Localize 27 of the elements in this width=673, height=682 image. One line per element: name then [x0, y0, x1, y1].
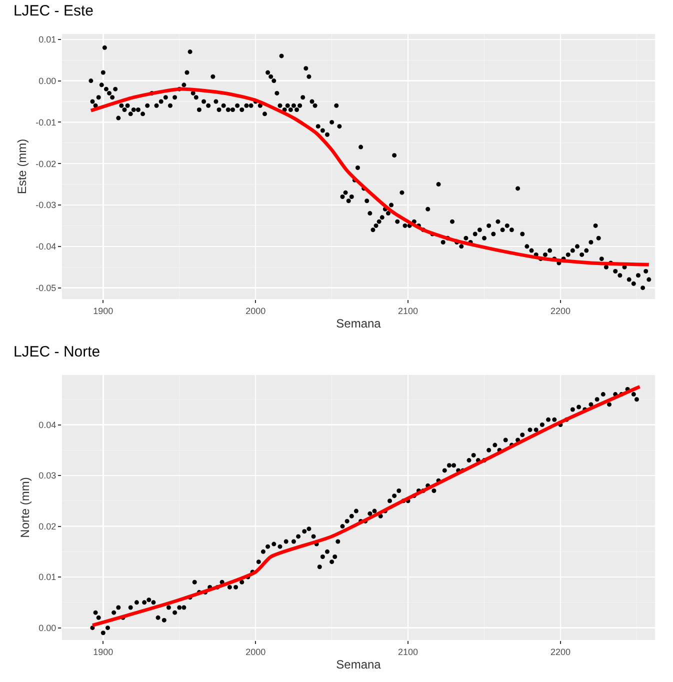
y-tick-label: -0.01	[36, 117, 56, 128]
line-series	[89, 87, 651, 266]
x-tick-label: 2100	[398, 306, 418, 316]
y-tick-label: -0.03	[36, 200, 56, 210]
y-tick-label: 0.03	[38, 470, 56, 481]
y-tick-label: 0.01	[38, 572, 56, 582]
x-tick-label: 2000	[246, 306, 266, 316]
y-tick-label: 0.01	[38, 34, 56, 45]
x-axis-title: Semana	[336, 316, 382, 331]
x-axis-title: Semana	[336, 658, 382, 672]
y-axis-title: Este (mm)	[14, 138, 29, 194]
y-tick-label: 0.00	[38, 622, 56, 633]
chart-title: LJEC - Norte	[13, 344, 100, 361]
chart-title: LJEC - Este	[13, 2, 94, 20]
y-tick-label: 0.00	[38, 76, 56, 86]
x-tick-label: 1900	[93, 306, 114, 316]
x-tick-label: 2100	[398, 646, 418, 657]
y-axis-title: Norte (mm)	[18, 477, 32, 538]
x-tick-label: 1900	[93, 646, 114, 657]
y-tick-label: -0.05	[36, 282, 56, 293]
x-tick-label: 2200	[550, 646, 571, 657]
y-tick-label: -0.04	[36, 242, 56, 252]
x-tick-label: 2000	[246, 646, 266, 657]
x-tick-label: 2200	[550, 306, 571, 316]
y-tick-label: 0.04	[38, 420, 56, 430]
y-tick-label: -0.02	[36, 158, 56, 169]
y-tick-label: 0.02	[38, 521, 56, 532]
